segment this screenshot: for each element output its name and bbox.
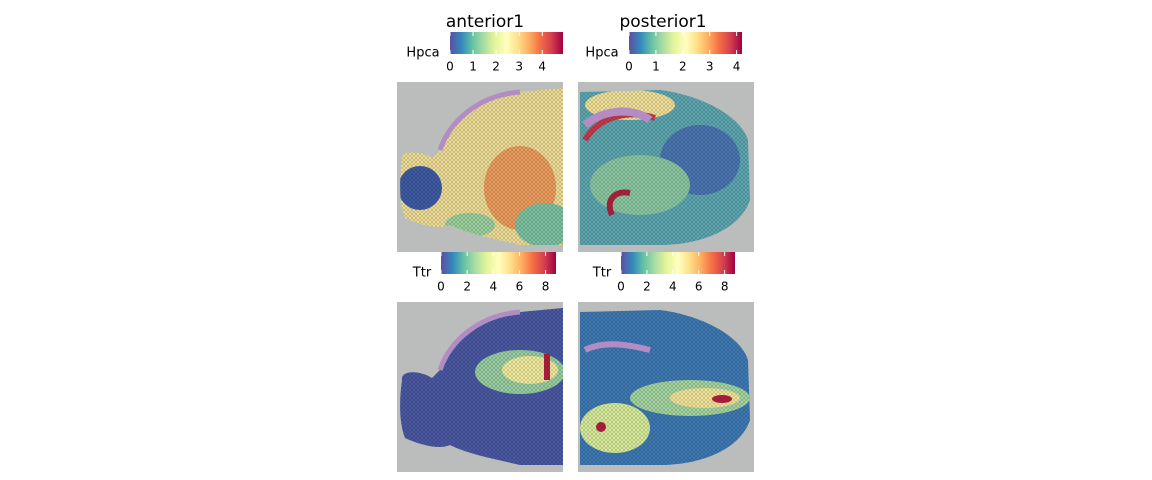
colorbar-tick-label: 4 <box>733 60 741 74</box>
colorbar-tick-label: 8 <box>721 280 729 294</box>
legend-title: Ttr <box>412 266 432 281</box>
colorbar <box>629 32 742 54</box>
colorbar-tick-label: 0 <box>437 280 445 294</box>
legend-title: Hpca <box>585 46 618 61</box>
colorbar-tick-label: 0 <box>617 280 625 294</box>
colorbar-tick-label: 0 <box>446 60 454 74</box>
colorbar-tick-label: 3 <box>706 60 714 74</box>
colorbar-tick-label: 2 <box>492 60 500 74</box>
panel-title: posterior1 <box>619 12 706 32</box>
colorbar-tick-label: 8 <box>542 280 550 294</box>
panel-title: anterior1 <box>446 12 524 32</box>
legend-title: Hpca <box>406 46 439 61</box>
colorbar <box>441 252 556 274</box>
colorbar-tick-label: 0 <box>625 60 633 74</box>
colorbar-tick-label: 4 <box>669 280 677 294</box>
colorbar <box>621 252 735 274</box>
colorbar-tick-label: 2 <box>679 60 687 74</box>
colorbar-tick-label: 3 <box>515 60 523 74</box>
tissue-images <box>397 82 754 472</box>
colorbar-tick-label: 4 <box>538 60 546 74</box>
colorbar-tick-label: 4 <box>489 280 497 294</box>
colorbar-tick-label: 6 <box>695 280 703 294</box>
tissue-spots <box>580 310 750 465</box>
colorbar-tick-label: 2 <box>643 280 651 294</box>
colorbar-tick-label: 2 <box>463 280 471 294</box>
colorbar-tick-label: 1 <box>469 60 477 74</box>
colorbar <box>450 32 563 54</box>
legend-title: Ttr <box>592 266 612 281</box>
colorbar-tick-label: 1 <box>652 60 660 74</box>
colorbar-tick-label: 6 <box>516 280 524 294</box>
